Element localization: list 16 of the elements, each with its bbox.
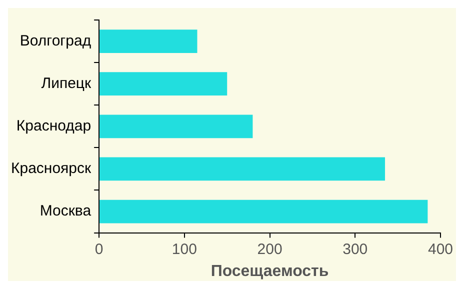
x-tick-label: 0	[94, 240, 104, 258]
x-tick-label: 200	[257, 240, 282, 258]
x-tick-label: 300	[342, 240, 368, 258]
y-tick-label: Краснодар	[16, 118, 92, 135]
x-axis-title: Посещаемость	[210, 262, 329, 280]
bar	[100, 30, 198, 53]
x-tick-label: 100	[172, 240, 197, 258]
x-tick-label: 400	[428, 240, 453, 258]
bar	[100, 114, 253, 138]
y-tick-label: Волгоград	[20, 32, 92, 50]
bar	[100, 200, 428, 224]
bar	[100, 72, 228, 96]
bar	[100, 157, 386, 181]
y-tick-label: Москва	[40, 202, 92, 220]
y-tick-label: Красноярск	[11, 160, 92, 178]
y-tick-label: Липецк	[41, 74, 92, 92]
